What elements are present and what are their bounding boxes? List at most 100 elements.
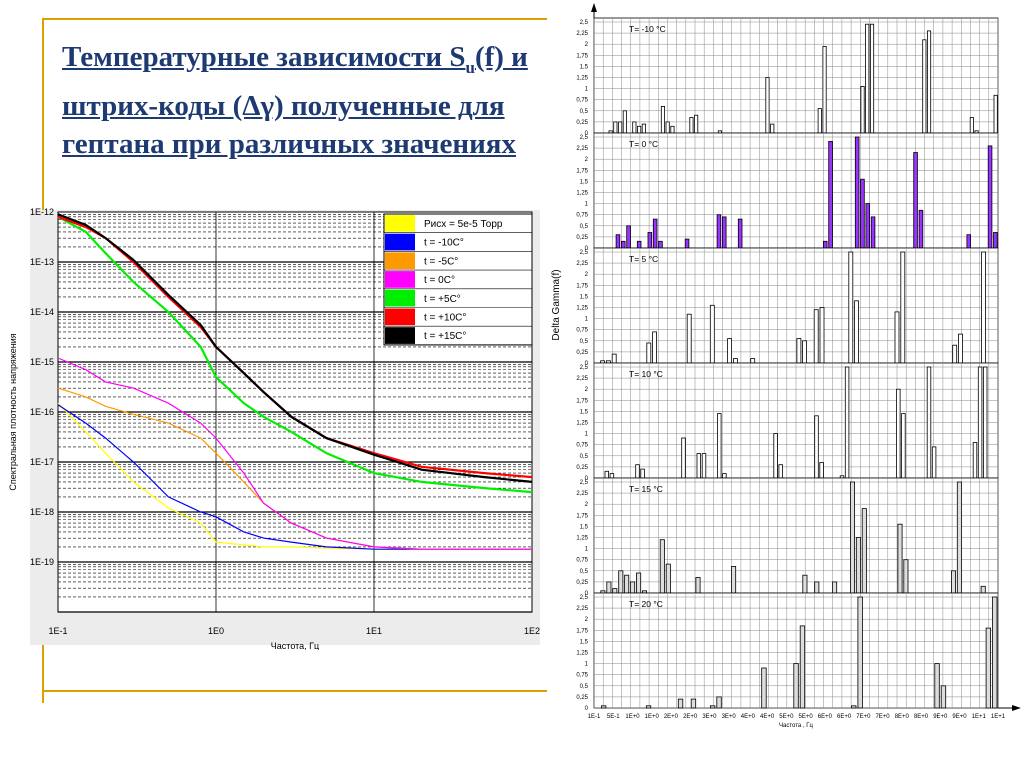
panel-y-tick: 0,5: [580, 224, 589, 230]
title-subscript: u: [465, 57, 475, 77]
y-tick-label: 1E-14: [30, 307, 54, 317]
panel-y-tick: 2,5: [580, 595, 589, 601]
barcode-bar: [814, 581, 820, 594]
barcode-bar: [737, 218, 743, 249]
x-tick-label: 1E0: [208, 626, 224, 636]
panel-y-tick: 0,5: [580, 109, 589, 115]
barcode-bar: [848, 251, 854, 364]
barcode-bar: [966, 234, 971, 249]
barcode-bar: [632, 121, 637, 134]
legend-swatch: [385, 252, 415, 270]
panel-y-tick: 1,75: [576, 628, 588, 634]
x-tick-label: 3E+0: [702, 714, 717, 720]
barcode-bar: [857, 596, 863, 709]
barcode-bar: [802, 340, 808, 364]
panel-y-tick: 1,5: [580, 179, 589, 185]
barcode-bar: [716, 214, 722, 249]
panel-y-tick: 1: [585, 202, 589, 208]
barcode-bar: [658, 240, 663, 249]
y-tick-label: 1E-19: [30, 557, 54, 567]
panel-y-tick: 2,25: [576, 261, 588, 267]
barcode-panel: 0 0,25 0,5 0,75 1 1,25 1,5 1,75 2 2,25 2,5 T= 5 °C: [576, 247, 999, 367]
barcode-bar: [635, 464, 640, 479]
barcode-bar: [901, 413, 906, 479]
barcode-bar: [817, 108, 822, 134]
x-tick-label: 5E-1: [607, 714, 620, 720]
barcode-bar: [992, 596, 998, 709]
x-tick-label: 5E+0: [799, 714, 814, 720]
legend-label: t = +10C°: [424, 313, 466, 324]
barcode-bar: [860, 86, 865, 134]
panel-y-tick: 1,5: [580, 409, 589, 415]
legend-label: t = -10C°: [424, 238, 464, 249]
x-axis-label: Частота, Гц: [271, 641, 319, 650]
x-tick-label: 8E+0: [914, 714, 929, 720]
x-tick-label: 8E+0: [895, 714, 910, 720]
barcode-bar: [765, 77, 770, 134]
barcode-bar: [695, 577, 701, 594]
barcode-bar: [665, 563, 671, 594]
panel-y-tick: 0,5: [580, 569, 589, 575]
barcode-bar: [922, 39, 927, 134]
barcode-bar: [844, 366, 850, 479]
barcode-bar: [977, 366, 983, 479]
barcode-bar: [689, 117, 694, 134]
barcode-bar: [646, 342, 652, 364]
panel-y-tick: 0,75: [576, 328, 588, 334]
spectral-density-chart: 1E-1 1E0 1E1 1E2 1E-12 1E-13 1E-14 1E-15 1E-16 1E…: [8, 207, 540, 650]
barcode-panel: 0 0,25 0,5 0,75 1 1,25 1,5 1,75 2 2,25 2,5 T= 15 °C: [576, 477, 999, 597]
series-line: [57, 404, 532, 550]
barcode-bar: [993, 94, 998, 134]
x-tick-label: 4E+0: [760, 714, 775, 720]
barcode-bar: [926, 30, 932, 134]
legend-swatch: [385, 308, 415, 326]
panel-y-tick: 0: [585, 246, 589, 252]
panel-y-tick: 1: [585, 317, 589, 323]
barcode-bar: [869, 23, 875, 134]
barcode-bar: [931, 446, 937, 479]
panel-y-tick: 1,25: [576, 191, 588, 197]
x-tick-label: 2E+0: [683, 714, 698, 720]
y-tick-label: 1E-17: [30, 457, 54, 467]
panel-y-tick: 1,75: [576, 283, 588, 289]
panel-y-tick: 1,25: [576, 306, 588, 312]
barcode-bar: [647, 232, 653, 249]
legend-swatch: [385, 327, 415, 344]
y-tick-label: 1E-12: [30, 207, 54, 217]
title-text-rest: (f) и штрих-коды (Δγ) полученные для геп…: [62, 41, 528, 160]
legend-label: t = -5C°: [424, 256, 458, 267]
panel-y-tick: 0,75: [576, 673, 588, 679]
barcode-bar: [621, 240, 626, 249]
legend-label: t = +5C°: [424, 294, 461, 305]
barcode-bar: [926, 366, 932, 479]
barcode-bar: [696, 453, 701, 479]
barcode-bar: [750, 358, 756, 364]
barcode-bar: [865, 23, 870, 134]
panel-y-tick: 1: [585, 87, 589, 93]
x-axis-label: Частота , Гц: [779, 723, 813, 729]
barcode-bar: [626, 225, 631, 249]
barcode-bar: [802, 574, 808, 594]
barcode-bar: [980, 585, 986, 594]
barcode-bar: [956, 481, 962, 594]
panel-y-tick: 1,5: [580, 64, 589, 70]
barcode-bar: [601, 705, 607, 709]
barcode-bar: [690, 698, 697, 709]
panel-y-tick: 1,75: [576, 398, 588, 404]
x-tick-label: 3E+0: [722, 714, 737, 720]
x-tick-label: 4E+0: [741, 714, 756, 720]
panel-y-tick: 0,5: [580, 454, 589, 460]
panel-label: T= -10 °C: [629, 24, 666, 34]
legend-swatch: [385, 289, 415, 307]
barcode-bar: [709, 304, 715, 364]
y-axis-label: Delta Gamma(f): [551, 269, 562, 340]
barcode-bar: [611, 353, 617, 364]
barcode-bar: [793, 663, 799, 709]
panel-y-tick: 0,5: [580, 339, 589, 345]
x-tick-label: 7E+0: [875, 714, 890, 720]
y-axis-label: Спектральная плотность напряжения: [8, 333, 18, 490]
barcode-bar: [612, 588, 618, 594]
panel-y-tick: 1,5: [580, 524, 589, 530]
barcode-bar: [709, 705, 716, 709]
panel-y-tick: 0,75: [576, 98, 588, 104]
